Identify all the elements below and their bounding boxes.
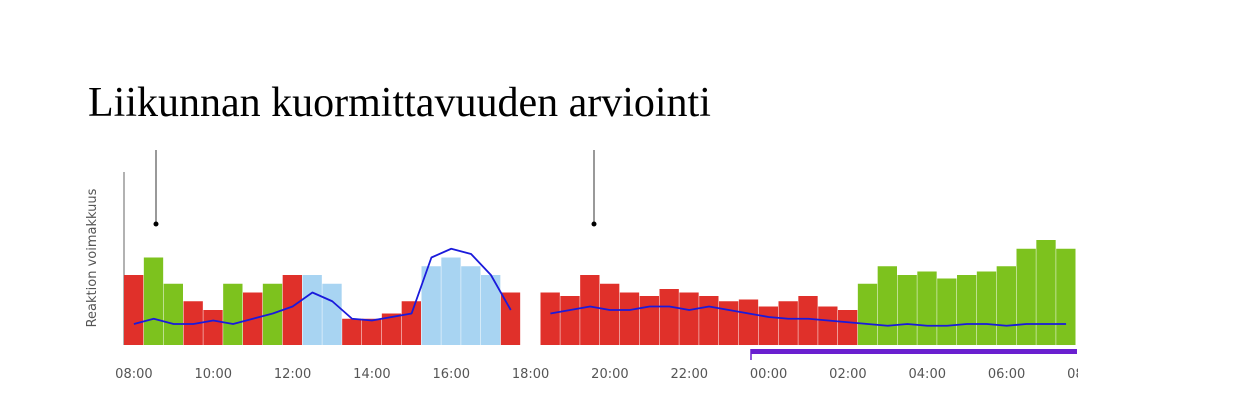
bar [639, 296, 659, 345]
bar [798, 296, 818, 345]
x-tick-label: 00:00 [750, 367, 787, 382]
sleep-bar [751, 349, 1077, 354]
bar [937, 278, 957, 345]
x-tick-label: 14:00 [353, 367, 390, 382]
x-tick-label: 20:00 [591, 367, 628, 382]
y-axis-label: Reaktion voimakkuus [85, 188, 100, 327]
x-tick-label: 12:00 [274, 367, 311, 382]
bar [818, 306, 838, 345]
bar [857, 283, 878, 345]
bar [124, 275, 144, 345]
bar [1056, 248, 1076, 345]
chart-title: Liikunnan kuormittavuuden arviointi [88, 80, 711, 126]
bar [441, 257, 461, 345]
x-tick-label: 10:00 [195, 367, 232, 382]
bar [917, 271, 937, 345]
bar [481, 275, 501, 345]
bar [540, 292, 560, 345]
bar [223, 283, 243, 345]
bar [143, 257, 164, 345]
x-tick-label: 16:00 [433, 367, 470, 382]
bar [381, 313, 402, 345]
bar [659, 289, 679, 345]
bar [738, 299, 759, 345]
bar [560, 296, 580, 345]
bar [897, 275, 917, 345]
bar [619, 292, 640, 345]
x-ticks: 08:00 10:00 12:00 14:00 16:00 18:00 20:00 22:00… [115, 367, 1104, 382]
bar [401, 301, 421, 345]
x-tick-label: 06:00 [988, 367, 1025, 382]
bar [699, 296, 719, 345]
bars [124, 240, 1076, 345]
bar [600, 283, 620, 345]
bar [877, 266, 897, 345]
bar [996, 266, 1016, 345]
bar [302, 275, 322, 345]
bar [322, 283, 342, 345]
bar [758, 306, 778, 345]
x-tick-label: 02:00 [829, 367, 866, 382]
bar [838, 310, 858, 345]
bar [163, 283, 183, 345]
bar [719, 301, 739, 345]
line [133, 247, 1067, 327]
bar [421, 266, 441, 345]
bar [342, 318, 362, 345]
bar [362, 318, 382, 345]
marker-dot [591, 221, 597, 227]
bar [203, 310, 223, 345]
bar [679, 292, 699, 345]
bar [976, 271, 997, 345]
x-tick-label: 22:00 [671, 367, 708, 382]
bar [461, 266, 481, 345]
bar [1036, 240, 1056, 345]
marker-dot [153, 221, 159, 227]
bar [957, 275, 977, 345]
x-tick-label: 08:00 [115, 367, 152, 382]
bar [778, 301, 798, 345]
bar [500, 292, 521, 345]
bar [580, 275, 600, 345]
x-tick-label: 04:00 [909, 367, 946, 382]
bar [1016, 248, 1036, 345]
bar [282, 275, 302, 345]
x-tick-label: 08:00 [1067, 367, 1104, 382]
lines [133, 247, 1067, 327]
x-tick-label: 18:00 [512, 367, 549, 382]
